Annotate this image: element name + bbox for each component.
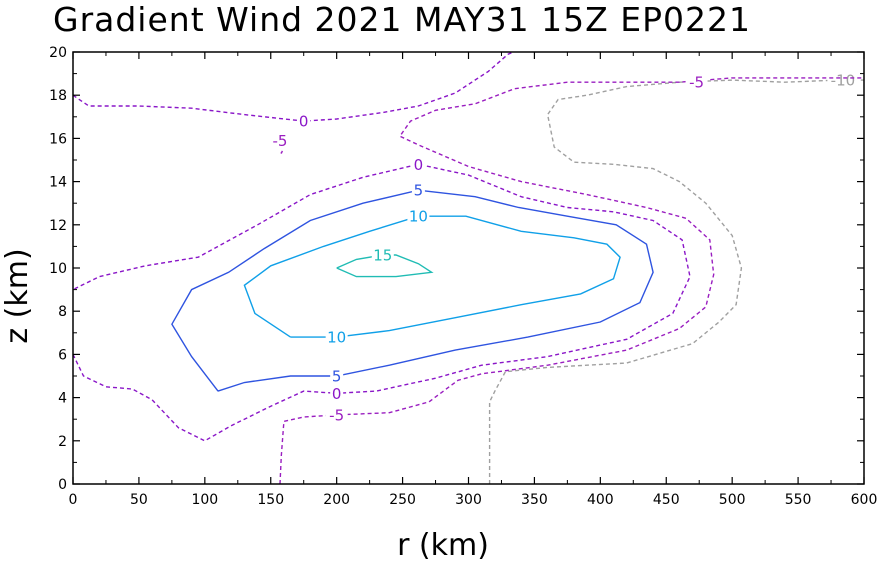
- contour-label-bg: [330, 384, 344, 403]
- contour-line-10-1: [243, 215, 621, 338]
- x-axis-ticks: 0 50 100 150 200 250 300 350 400 450 500 550 600: [69, 52, 878, 508]
- contour-line-15-1: [336, 254, 434, 278]
- x-tick-label: 550: [785, 492, 812, 508]
- y-axis-ticks: 0 2 4 6 8 10 12 14 16 18 20: [49, 45, 864, 493]
- x-tick-label: 150: [257, 492, 284, 508]
- contour-line--5-2: [279, 138, 285, 154]
- y-tick-label: 18: [49, 88, 67, 104]
- contour-line-0-2: [72, 51, 514, 122]
- y-axis-label: z (km): [0, 248, 35, 343]
- contour-label-5: 5: [414, 182, 424, 200]
- x-tick-label: 300: [455, 492, 482, 508]
- y-tick-label: 2: [58, 434, 67, 450]
- contour-label-0: 0: [414, 156, 424, 174]
- contour-label-bg: [685, 73, 708, 92]
- x-tick-label: 600: [851, 492, 878, 508]
- contour-line-5-1: [171, 189, 654, 392]
- contour-label-10: 10: [327, 329, 346, 347]
- contour-label-bg: [297, 112, 311, 131]
- x-tick-label: 250: [389, 492, 416, 508]
- x-tick-label: 100: [191, 492, 218, 508]
- x-tick-label: 50: [130, 492, 148, 508]
- plot-background: [73, 52, 864, 484]
- contour-label-bg: [411, 181, 425, 200]
- x-axis-label: r (km): [397, 528, 489, 561]
- contour-label-bg: [827, 71, 859, 90]
- contour-label-bg: [268, 131, 291, 150]
- contour-label--5: -5: [689, 74, 704, 92]
- y-tick-label: 14: [49, 175, 67, 191]
- contour-line--10-1: [488, 79, 864, 484]
- y-tick-label: 4: [58, 391, 67, 407]
- contour-label-5: 5: [332, 368, 342, 386]
- y-tick-label: 16: [49, 131, 67, 147]
- x-tick-label: 400: [587, 492, 614, 508]
- contour-label-0: 0: [332, 385, 342, 403]
- y-tick-label: 12: [49, 218, 67, 234]
- contour-label-bg: [411, 155, 425, 174]
- y-tick-label: 10: [49, 261, 67, 277]
- y-tick-label: 6: [58, 347, 67, 363]
- contour-label-bg: [407, 207, 430, 226]
- contour-label-bg: [371, 246, 394, 265]
- contour-label--5: -5: [329, 406, 344, 424]
- contour-label-10: 10: [409, 208, 428, 226]
- chart-title: Gradient Wind 2021 MAY31 15Z EP0221: [53, 0, 751, 39]
- x-tick-label: 0: [69, 492, 78, 508]
- contour-label-15: 15: [373, 247, 392, 265]
- contour-label-bg: [325, 405, 348, 424]
- y-tick-label: 8: [58, 304, 67, 320]
- x-tick-label: 200: [323, 492, 350, 508]
- contour-line-0-1: [72, 163, 691, 442]
- contour-label--5: -5: [272, 132, 287, 150]
- contour-label-bg: [330, 367, 344, 385]
- x-tick-label: 450: [653, 492, 680, 508]
- y-tick-label: 20: [49, 45, 67, 61]
- x-tick-label: 350: [521, 492, 548, 508]
- contour-label-bg: [325, 328, 348, 347]
- contour-label-0: 0: [299, 113, 309, 131]
- contour-label--10: -10: [831, 72, 856, 90]
- contour-line--5-1: [279, 77, 864, 485]
- y-tick-label: 0: [58, 477, 67, 493]
- x-tick-label: 500: [719, 492, 746, 508]
